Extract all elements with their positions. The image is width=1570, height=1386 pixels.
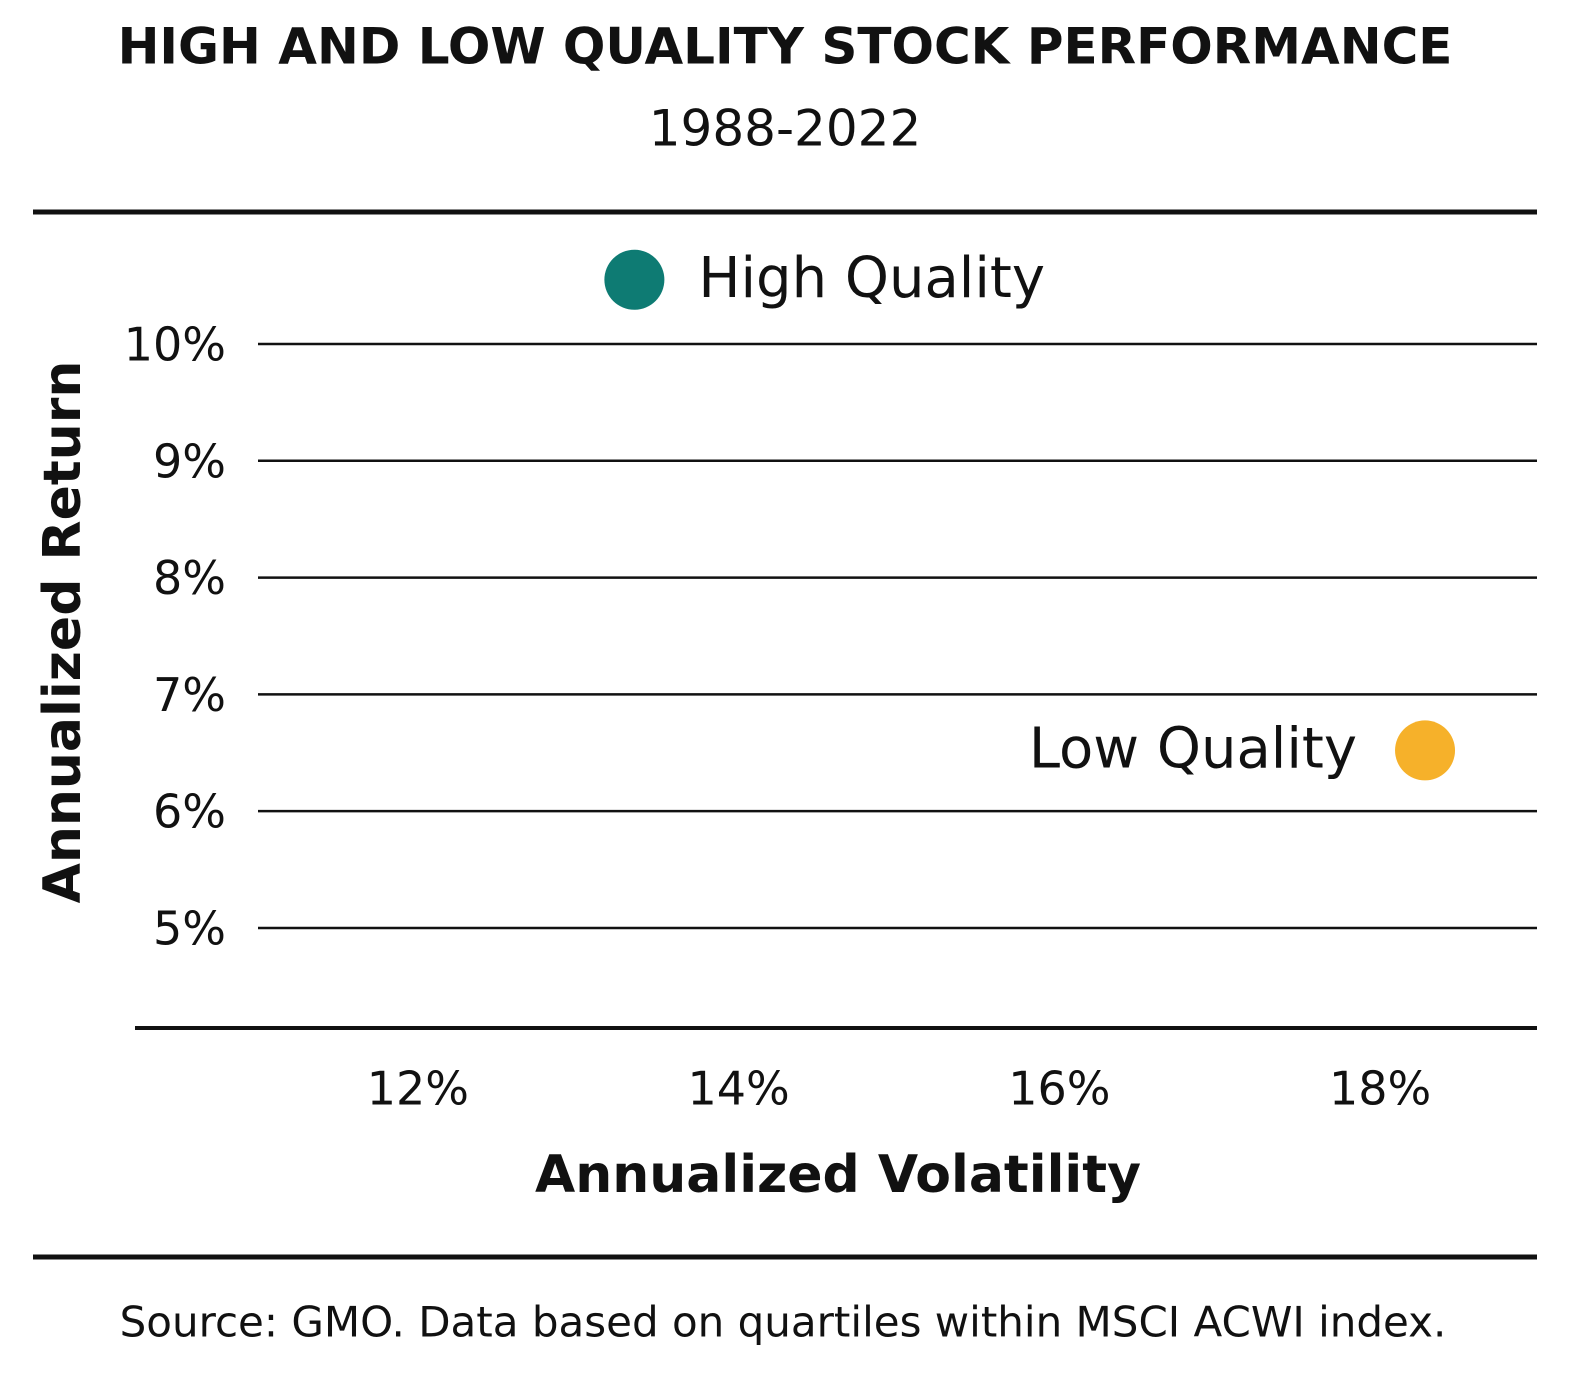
y-tick-label: 9%: [153, 434, 226, 488]
chart-title: HIGH AND LOW QUALITY STOCK PERFORMANCE: [118, 18, 1453, 76]
y-tick-label: 6%: [153, 785, 226, 839]
chart-subtitle: 1988-2022: [649, 100, 922, 158]
point-label: High Quality: [698, 246, 1045, 311]
y-tick-label: 7%: [153, 668, 226, 722]
point-label: Low Quality: [1029, 717, 1357, 782]
y-tick-label: 10%: [124, 317, 226, 371]
x-axis-label: Annualized Volatility: [535, 1145, 1141, 1205]
x-tick-label: 12%: [367, 1062, 469, 1116]
y-tick-label: 8%: [153, 551, 226, 605]
source-note: Source: GMO. Data based on quartiles wit…: [120, 1298, 1447, 1347]
point: [1395, 720, 1456, 781]
y-axis-label: Annualized Return: [33, 361, 93, 904]
x-tick-label: 18%: [1329, 1062, 1431, 1116]
point: [604, 249, 665, 310]
x-tick-label: 16%: [1008, 1062, 1110, 1116]
y-tick-label: 5%: [153, 901, 226, 955]
x-tick-label: 14%: [688, 1062, 790, 1116]
